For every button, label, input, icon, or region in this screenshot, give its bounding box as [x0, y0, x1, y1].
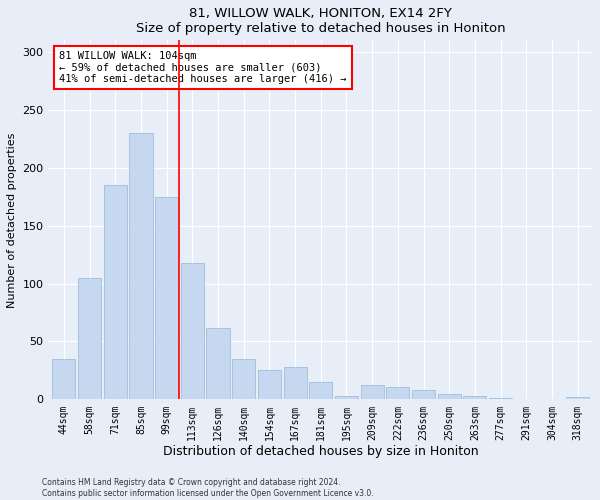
- Bar: [361, 386, 384, 400]
- Bar: [489, 398, 512, 400]
- Bar: [284, 367, 307, 400]
- Bar: [78, 278, 101, 400]
- X-axis label: Distribution of detached houses by size in Honiton: Distribution of detached houses by size …: [163, 445, 479, 458]
- Text: Contains HM Land Registry data © Crown copyright and database right 2024.
Contai: Contains HM Land Registry data © Crown c…: [42, 478, 374, 498]
- Bar: [412, 390, 435, 400]
- Bar: [130, 133, 152, 400]
- Bar: [437, 394, 461, 400]
- Bar: [258, 370, 281, 400]
- Bar: [52, 359, 76, 400]
- Bar: [566, 397, 589, 400]
- Bar: [232, 359, 255, 400]
- Title: 81, WILLOW WALK, HONITON, EX14 2FY
Size of property relative to detached houses : 81, WILLOW WALK, HONITON, EX14 2FY Size …: [136, 7, 506, 35]
- Y-axis label: Number of detached properties: Number of detached properties: [7, 132, 17, 308]
- Bar: [335, 396, 358, 400]
- Bar: [155, 196, 178, 400]
- Bar: [309, 382, 332, 400]
- Bar: [104, 185, 127, 400]
- Bar: [463, 396, 487, 400]
- Bar: [206, 328, 230, 400]
- Text: 81 WILLOW WALK: 104sqm
← 59% of detached houses are smaller (603)
41% of semi-de: 81 WILLOW WALK: 104sqm ← 59% of detached…: [59, 51, 347, 84]
- Bar: [181, 262, 204, 400]
- Bar: [386, 386, 409, 400]
